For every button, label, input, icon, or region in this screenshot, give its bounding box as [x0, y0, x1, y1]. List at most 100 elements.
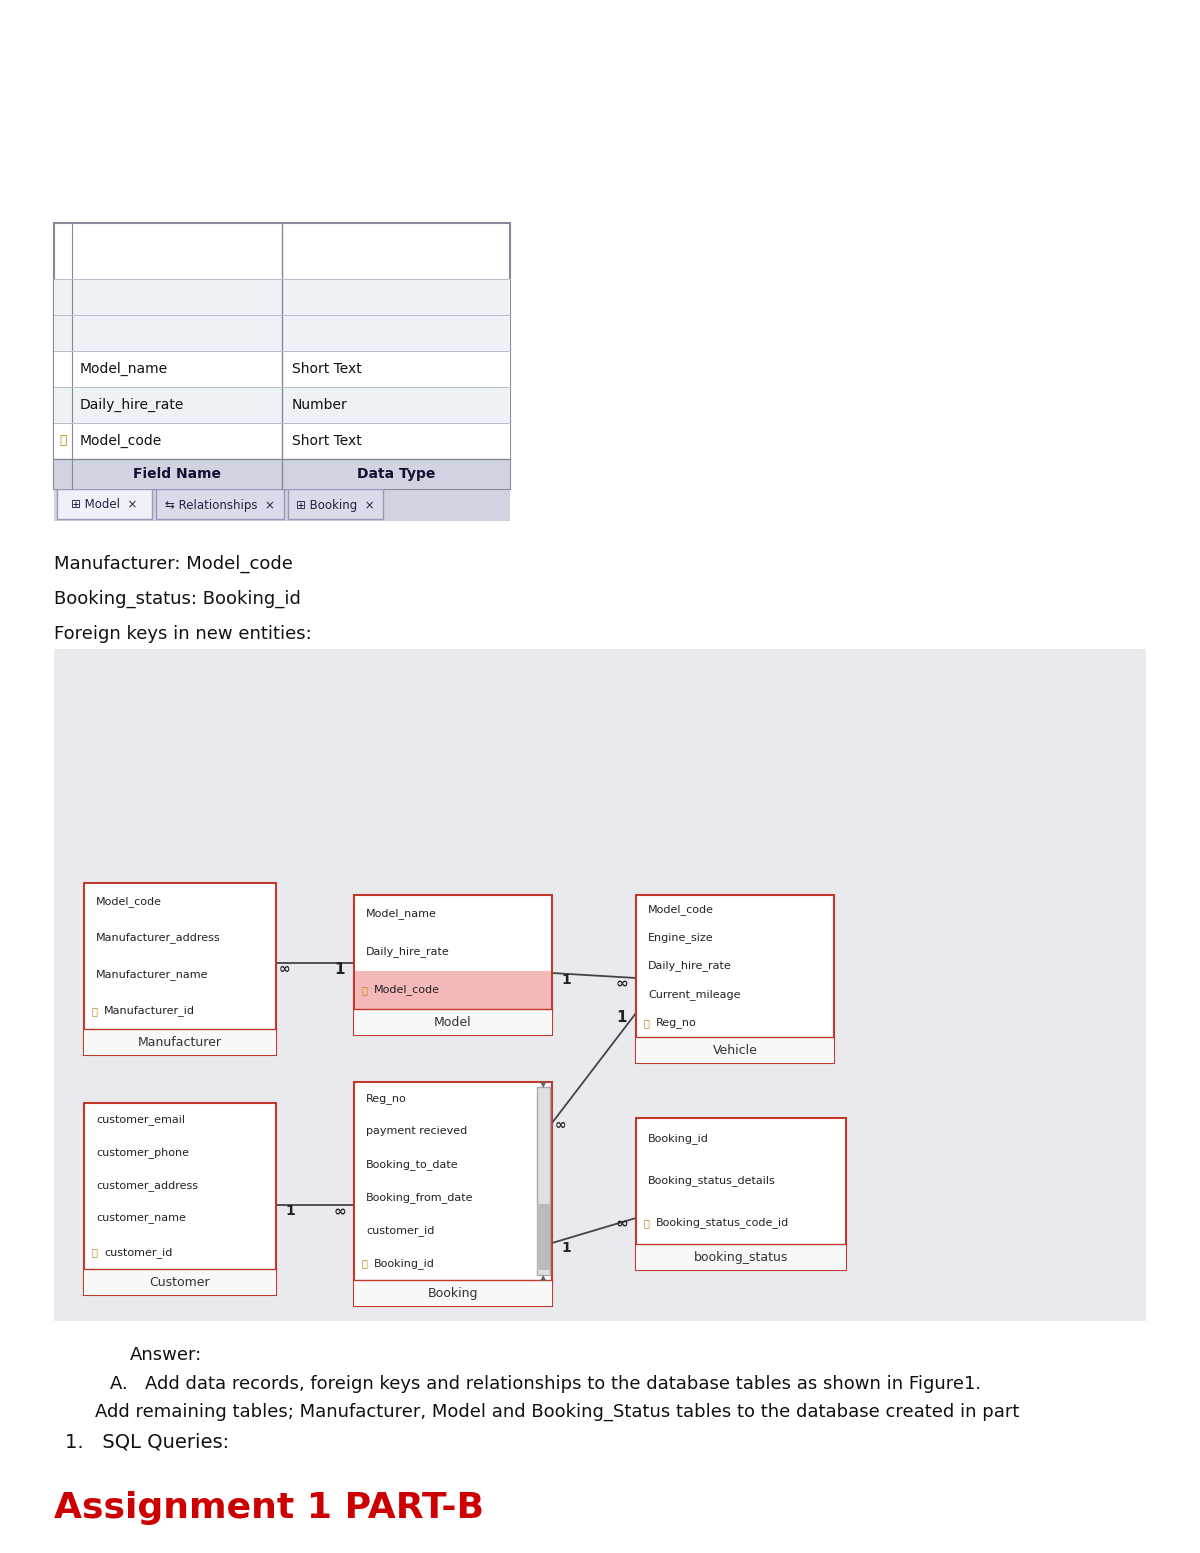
Bar [54, 489, 510, 520]
Bar [54, 280, 510, 315]
Text: Booking: Booking [427, 1286, 479, 1300]
Text: 1: 1 [335, 961, 346, 977]
Text: booking_status: booking_status [694, 1250, 788, 1264]
Text: Daily_hire_rate: Daily_hire_rate [80, 398, 185, 412]
Text: ⇆ Relationships  ×: ⇆ Relationships × [166, 499, 275, 511]
Text: Booking_status: Booking_id: Booking_status: Booking_id [54, 590, 301, 609]
Text: Number: Number [292, 398, 348, 412]
Text: Manufacturer: Model_code: Manufacturer: Model_code [54, 554, 293, 573]
Text: ⚿: ⚿ [643, 1017, 649, 1028]
Text: Booking_status_code_id: Booking_status_code_id [656, 1218, 790, 1228]
Text: ⚿: ⚿ [91, 1247, 97, 1258]
Text: Assignment 1 PART-B: Assignment 1 PART-B [54, 1491, 484, 1525]
Bar [84, 1030, 276, 1054]
Text: ∞: ∞ [616, 975, 629, 991]
Text: Booking_id: Booking_id [374, 1258, 434, 1269]
Bar [354, 1082, 552, 1306]
Text: customer_phone: customer_phone [96, 1148, 190, 1159]
Text: Manufacturer_name: Manufacturer_name [96, 969, 209, 980]
Text: Model: Model [434, 1016, 472, 1028]
Text: Add remaining tables; Manufacturer, Model and Booking_Status tables to the datab: Add remaining tables; Manufacturer, Mode… [95, 1402, 1019, 1421]
Bar [355, 971, 551, 1009]
Text: ⚿: ⚿ [91, 1006, 97, 1016]
Bar [54, 315, 510, 351]
Text: Model_code: Model_code [80, 433, 162, 449]
Text: Foreign keys in new entities:: Foreign keys in new entities: [54, 624, 312, 643]
Bar [636, 1037, 834, 1062]
Bar [54, 280, 72, 315]
Text: Engine_size: Engine_size [648, 932, 714, 943]
Text: Model_code: Model_code [648, 904, 714, 915]
Text: Manufacturer_id: Manufacturer_id [104, 1005, 194, 1016]
Text: Daily_hire_rate: Daily_hire_rate [648, 961, 732, 972]
Bar [54, 315, 72, 351]
Text: ⚿: ⚿ [361, 1258, 367, 1269]
Text: Booking_id: Booking_id [648, 1134, 709, 1145]
Text: customer_email: customer_email [96, 1114, 185, 1124]
Text: Reg_no: Reg_no [366, 1093, 407, 1104]
Text: ⚿: ⚿ [643, 1218, 649, 1228]
Text: ∞: ∞ [554, 1118, 565, 1132]
Bar [354, 895, 552, 1034]
Bar [636, 895, 834, 1062]
Bar [538, 1087, 550, 1275]
Text: customer_id: customer_id [104, 1247, 173, 1258]
Bar [636, 1118, 846, 1270]
Bar [84, 884, 276, 1054]
Text: ▲: ▲ [540, 1273, 546, 1281]
Text: ▼: ▼ [540, 1079, 546, 1089]
Text: 1.   SQL Queries:: 1. SQL Queries: [65, 1433, 229, 1452]
Text: Current_mileage: Current_mileage [648, 989, 740, 1000]
Text: Answer:: Answer: [130, 1346, 203, 1364]
Text: Reg_no: Reg_no [656, 1017, 697, 1028]
Text: 1: 1 [617, 1011, 628, 1025]
Bar [84, 1269, 276, 1295]
Text: Manufacturer_address: Manufacturer_address [96, 932, 221, 943]
Text: customer_name: customer_name [96, 1214, 186, 1224]
Text: Customer: Customer [150, 1275, 210, 1289]
Bar [54, 422, 72, 460]
Bar [54, 649, 1146, 1322]
Text: Booking_to_date: Booking_to_date [366, 1159, 458, 1169]
Text: Model_name: Model_name [80, 362, 168, 376]
Text: Data Type: Data Type [356, 467, 436, 481]
Text: Model_code: Model_code [374, 985, 440, 995]
Text: ⚿: ⚿ [59, 435, 67, 447]
Bar [54, 387, 510, 422]
Text: customer_id: customer_id [366, 1225, 434, 1236]
Text: Short Text: Short Text [292, 433, 361, 447]
Bar [84, 1103, 276, 1295]
Bar [54, 351, 510, 387]
Bar [636, 1244, 846, 1270]
Text: ∞: ∞ [616, 1216, 629, 1230]
Text: 1: 1 [562, 974, 571, 988]
Bar [354, 1280, 552, 1306]
Bar [54, 351, 72, 387]
Text: 1: 1 [562, 1241, 571, 1255]
Bar [288, 489, 383, 519]
Text: A.   Add data records, foreign keys and relationships to the database tables as : A. Add data records, foreign keys and re… [110, 1374, 982, 1393]
Text: Daily_hire_rate: Daily_hire_rate [366, 946, 450, 958]
Text: payment recieved: payment recieved [366, 1126, 467, 1137]
Text: 1: 1 [286, 1204, 295, 1218]
Bar [156, 489, 284, 519]
Text: ⚿: ⚿ [361, 985, 367, 995]
Text: Booking_status_details: Booking_status_details [648, 1176, 775, 1186]
Bar [538, 1204, 550, 1270]
Bar [58, 489, 152, 519]
Text: Short Text: Short Text [292, 362, 361, 376]
Text: ∞: ∞ [334, 1204, 347, 1219]
Text: Vehicle: Vehicle [713, 1044, 757, 1056]
Text: ∞: ∞ [278, 961, 289, 975]
Text: Model_name: Model_name [366, 909, 437, 919]
Text: Model_code: Model_code [96, 896, 162, 907]
Text: ⊞ Booking  ×: ⊞ Booking × [296, 499, 374, 511]
Bar [54, 460, 510, 489]
Text: Manufacturer: Manufacturer [138, 1036, 222, 1048]
Bar [54, 422, 510, 460]
Bar [54, 224, 510, 489]
Text: ⊞ Model  ×: ⊞ Model × [71, 499, 138, 511]
Text: Booking_from_date: Booking_from_date [366, 1193, 474, 1204]
Bar [54, 387, 72, 422]
Text: Field Name: Field Name [133, 467, 221, 481]
